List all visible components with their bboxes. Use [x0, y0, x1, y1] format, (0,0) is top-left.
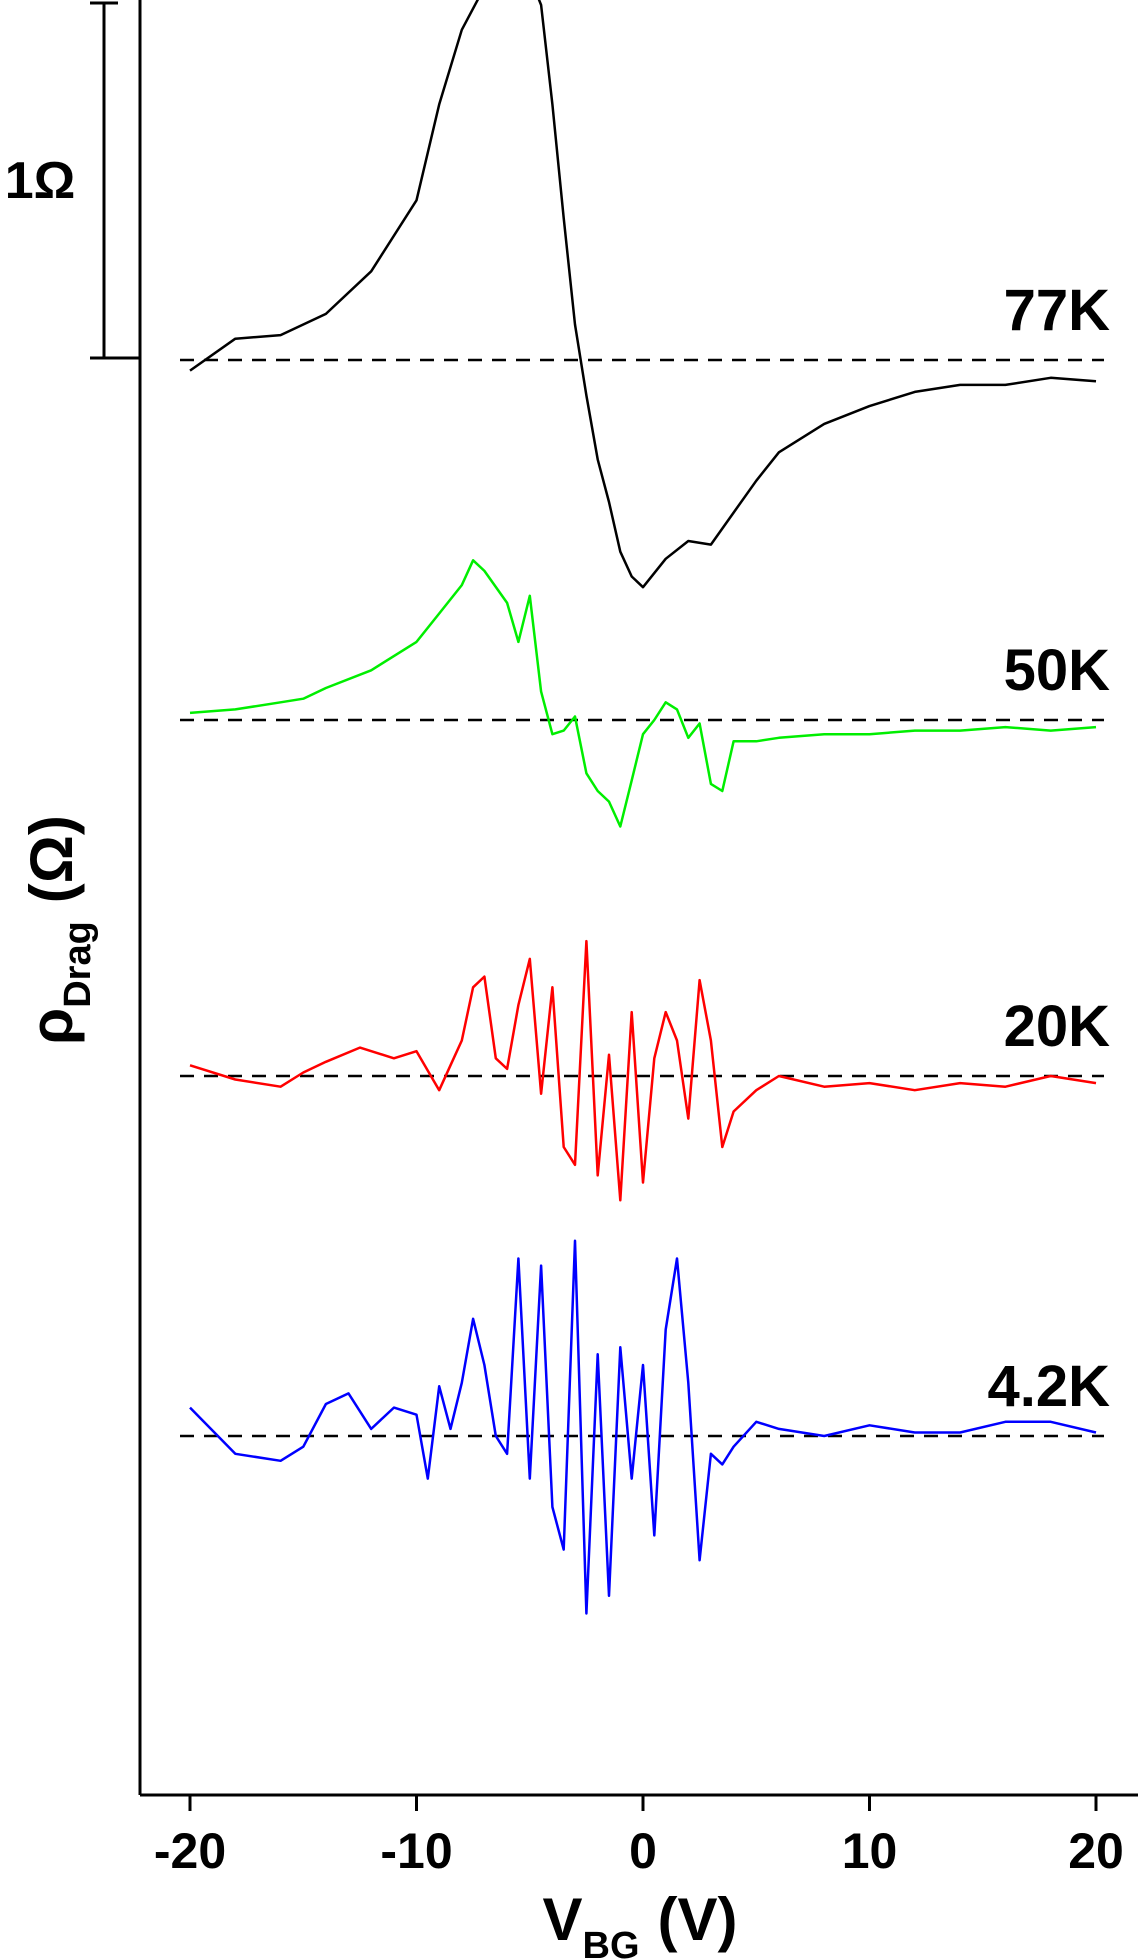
- y-axis-subscript: Drag: [57, 921, 99, 1008]
- y-axis-unit: (Ω): [18, 815, 85, 903]
- series-label-50k: 50K: [1004, 638, 1111, 703]
- x-tick-label: 20: [1068, 1823, 1124, 1879]
- y-axis-title: ρDrag (Ω): [18, 815, 99, 1045]
- x-axis-unit: (V): [658, 1886, 738, 1953]
- x-tick-label: 10: [842, 1823, 898, 1879]
- series-label-20k: 20K: [1004, 994, 1111, 1059]
- series-line-77k: [189, 0, 1097, 589]
- zero-baselines: [180, 358, 1104, 1438]
- x-axis-subscript: BG: [583, 1925, 640, 1959]
- series-line-50k: [189, 559, 1097, 828]
- series-line-20k: [189, 939, 1097, 1202]
- y-axis-symbol: ρ: [18, 1008, 85, 1045]
- x-tick-label: -10: [380, 1823, 452, 1879]
- x-axis-symbol: V: [542, 1886, 582, 1953]
- scale-bar: 1Ω: [5, 1, 140, 360]
- x-axis-title: VBG (V): [542, 1886, 737, 1959]
- series-labels: 77K 50K 20K 4.2K: [987, 278, 1110, 1419]
- x-tick-label: 0: [629, 1823, 657, 1879]
- series-line-4-2k: [189, 1239, 1097, 1615]
- scale-bar-label: 1Ω: [5, 152, 76, 210]
- series-label-77k: 77K: [1004, 278, 1111, 343]
- x-tick-label: -20: [154, 1823, 226, 1879]
- series-label-4-2k: 4.2K: [987, 1354, 1110, 1419]
- series-lines: [189, 0, 1097, 1615]
- x-ticks: -20 -10 0 10 20: [154, 1795, 1124, 1879]
